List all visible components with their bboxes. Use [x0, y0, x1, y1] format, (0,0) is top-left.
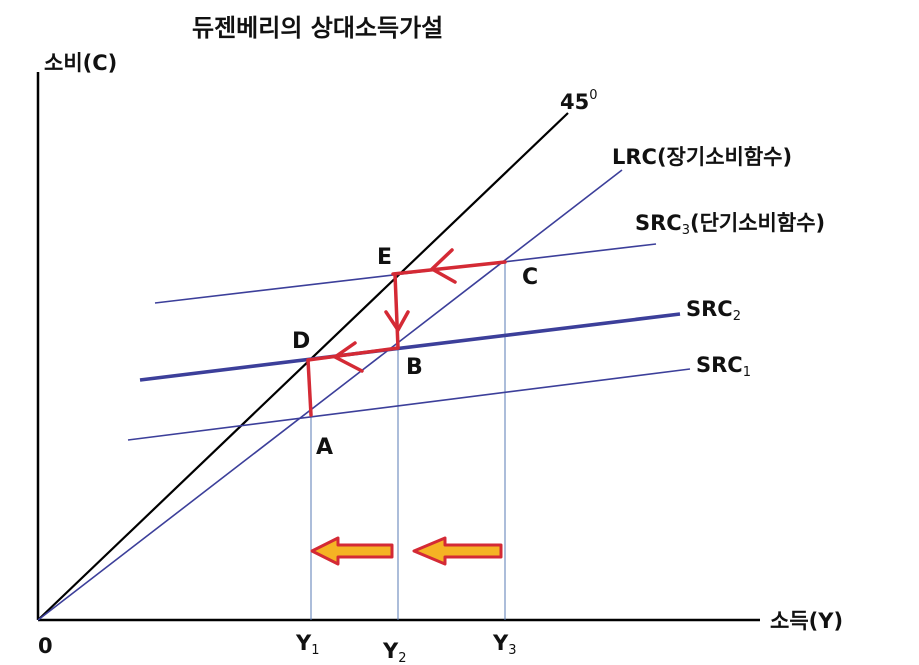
origin-label: 0 [38, 634, 53, 658]
point-b-label: B [406, 355, 423, 380]
path-c-to-e [391, 260, 507, 276]
arrow-head-b-to-d [333, 341, 364, 373]
adjustment-path [306, 248, 507, 417]
path-e-to-b [393, 272, 400, 350]
src2-line [139, 312, 681, 382]
src3-label: SRC3(단기소비함수) [635, 211, 825, 238]
tick-y2-label: Y2 [382, 639, 407, 665]
point-d-label: D [292, 329, 310, 354]
arrow-head-c-to-e [430, 248, 457, 284]
shift-arrow-y3-to-y2 [412, 536, 503, 566]
src1-label: SRC1 [696, 353, 751, 380]
tick-y3-label: Y3 [492, 631, 517, 658]
src2-label: SRC2 [686, 297, 741, 324]
lrc-line [37, 169, 623, 621]
src1-line [127, 368, 691, 441]
point-a-label: A [316, 435, 333, 460]
diagram-title: 듀젠베리의 상대소득가설 [192, 14, 443, 42]
x-axis-label: 소득(Y) [770, 609, 843, 633]
shift-arrow-y2-to-y1 [310, 536, 394, 566]
point-c-label: C [522, 265, 538, 290]
line-45 [37, 112, 569, 621]
y-axis-label: 소비(C) [44, 51, 117, 75]
line-45-label: 450 [560, 88, 598, 114]
path-b-to-d [306, 346, 400, 362]
tick-y1-label: Y1 [295, 631, 320, 658]
path-a-to-d [306, 358, 313, 417]
lrc-label: LRC(장기소비함수) [612, 145, 792, 169]
arrow-head-e-to-b [384, 310, 410, 332]
point-e-label: E [377, 245, 392, 270]
